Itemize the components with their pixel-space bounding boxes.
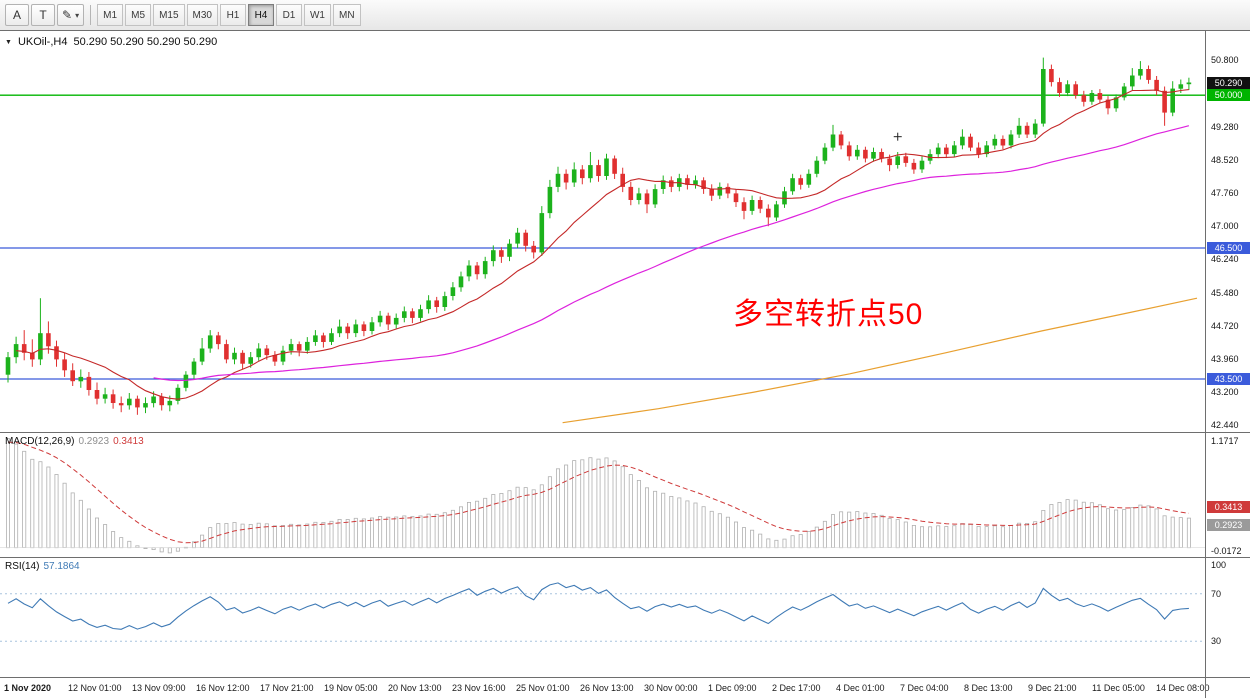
time-label: 13 Nov 09:00 [132,683,186,693]
tool-button-group: A T ✎ ▾ [5,4,85,26]
macd-signal-value: 0.3413 [113,436,144,447]
price-badge: 43.500 [1207,373,1250,385]
price-pane[interactable]: 50.800 49.280 48.520 47.760 47.000 46.240 45.4… [0,31,1250,432]
price-tick-label: 43.960 [1211,354,1239,364]
time-label: 7 Dec 04:00 [900,683,949,693]
ohlc-values: 50.290 50.290 50.290 50.290 [73,36,218,48]
cross-marker-icon[interactable] [893,132,902,141]
price-badge: 50.290 [1207,77,1250,89]
timeframe-button-d1[interactable]: D1 [275,4,302,26]
rsi-axis-label: 30 [1211,636,1222,646]
price-tick-label: 50.800 [1211,55,1239,65]
draw-tool-button[interactable]: ✎ ▾ [57,4,85,26]
time-label: 12 Nov 01:00 [68,683,122,693]
price-axis[interactable]: 50.800 49.280 48.520 47.760 47.000 46.240 45.4… [1205,31,1250,432]
candles [5,57,1192,415]
price-tick-label: 46.240 [1211,254,1239,264]
price-tick-label: 44.720 [1211,321,1239,331]
timeframe-button-m30[interactable]: M30 [186,4,218,26]
ma-slow-line[interactable] [562,297,1198,424]
symbol-ohlc-label: ▼ UKOil-,H4 50.290 50.290 50.290 50.290 [5,36,217,48]
toolbar-separator [90,5,92,25]
time-label: 19 Nov 05:00 [324,683,378,693]
time-label: 8 Dec 13:00 [964,683,1013,693]
time-label: 1 Nov 2020 [4,683,52,693]
macd-plot[interactable] [0,433,1205,557]
time-label: 14 Dec 08:00 [1156,683,1210,693]
macd-pane[interactable]: 1.1717 -0.0172 0.3413 0.2923 MACD(12,26,9) 0… [0,432,1250,557]
candlestick-plot[interactable] [0,31,1205,432]
timeframe-button-m1[interactable]: M1 [97,4,124,26]
timeframe-button-m5[interactable]: M5 [125,4,152,26]
time-label: 26 Nov 13:00 [580,683,634,693]
price-tick-label: 43.200 [1211,387,1239,397]
dropdown-caret-icon: ▾ [75,10,80,20]
timeframe-button-h1[interactable]: H1 [219,4,246,26]
time-label: 2 Dec 17:00 [772,683,821,693]
chart-annotation-text[interactable]: 多空转折点50 [733,298,924,331]
price-tick-label: 48.520 [1211,155,1239,165]
macd-name: MACD(12,26,9) [5,436,75,447]
rsi-line[interactable] [7,582,1189,630]
price-tick-label: 47.760 [1211,188,1239,198]
rsi-axis[interactable]: 100 70 30 [1205,558,1250,677]
timeframe-button-w1[interactable]: W1 [303,4,331,26]
rsi-axis-label: 70 [1211,589,1222,599]
macd-value: 0.2923 [78,436,110,447]
time-axis-corner [1205,678,1250,698]
timeframe-button-m15[interactable]: M15 [153,4,185,26]
rsi-name: RSI(14) [5,561,40,572]
macd-signal-badge: 0.3413 [1207,501,1250,513]
time-label: 16 Nov 12:00 [196,683,250,693]
toolbar: A T ✎ ▾ M1 M5 M15 M30 H1 H4 D1 W1 MN [0,0,1250,31]
rsi-axis-label: 100 [1211,560,1227,570]
time-label: 20 Nov 13:00 [388,683,442,693]
macd-axis[interactable]: 1.1717 -0.0172 0.3413 0.2923 [1205,433,1250,557]
time-label: 23 Nov 16:00 [452,683,506,693]
time-label: 1 Dec 09:00 [708,683,757,693]
price-tick-label: 47.000 [1211,221,1239,231]
macd-axis-min: -0.0172 [1211,546,1242,556]
macd-label: MACD(12,26,9) 0.2923 0.3413 [5,436,148,447]
price-badge: 50.000 [1207,89,1250,101]
price-tick-label: 42.440 [1211,420,1239,430]
collapse-icon[interactable]: ▼ [5,38,12,46]
price-tick-label: 45.480 [1211,288,1239,298]
cursor-tool-button[interactable]: A [5,4,29,26]
macd-value-badge: 0.2923 [1207,519,1250,531]
time-label: 9 Dec 21:00 [1028,683,1077,693]
macd-histogram [6,438,1191,554]
time-label: 25 Nov 01:00 [516,683,570,693]
time-axis[interactable]: 1 Nov 2020 12 Nov 01:00 13 Nov 09:00 16 Nov… [0,677,1250,698]
rsi-label: RSI(14) 57.1864 [5,561,84,572]
symbol-name: UKOil-,H4 [17,36,68,48]
rsi-pane[interactable]: 100 70 30 RSI(14) 57.1864 [0,557,1250,677]
rsi-value: 57.1864 [43,561,80,572]
macd-axis-max: 1.1717 [1211,436,1239,446]
time-label: 11 Dec 05:00 [1092,683,1145,693]
time-label: 30 Nov 00:00 [644,683,698,693]
ma-fast-line[interactable] [16,89,1189,400]
timeframe-button-h4[interactable]: H4 [247,4,274,26]
timeframe-button-mn[interactable]: MN [332,4,361,26]
time-label: 17 Nov 21:00 [260,683,314,693]
chart-area[interactable]: 50.800 49.280 48.520 47.760 47.000 46.240 45.4… [0,31,1250,698]
time-label: 4 Dec 01:00 [836,683,885,693]
timeframe-button-group: M1 M5 M15 M30 H1 H4 D1 W1 MN [97,4,361,26]
text-tool-button[interactable]: T [31,4,55,26]
price-tick-label: 49.280 [1211,122,1239,132]
rsi-plot[interactable] [0,558,1205,677]
ma-medium-line[interactable] [153,125,1190,382]
macd-signal-line[interactable] [7,441,1189,544]
price-badge: 46.500 [1207,242,1250,254]
